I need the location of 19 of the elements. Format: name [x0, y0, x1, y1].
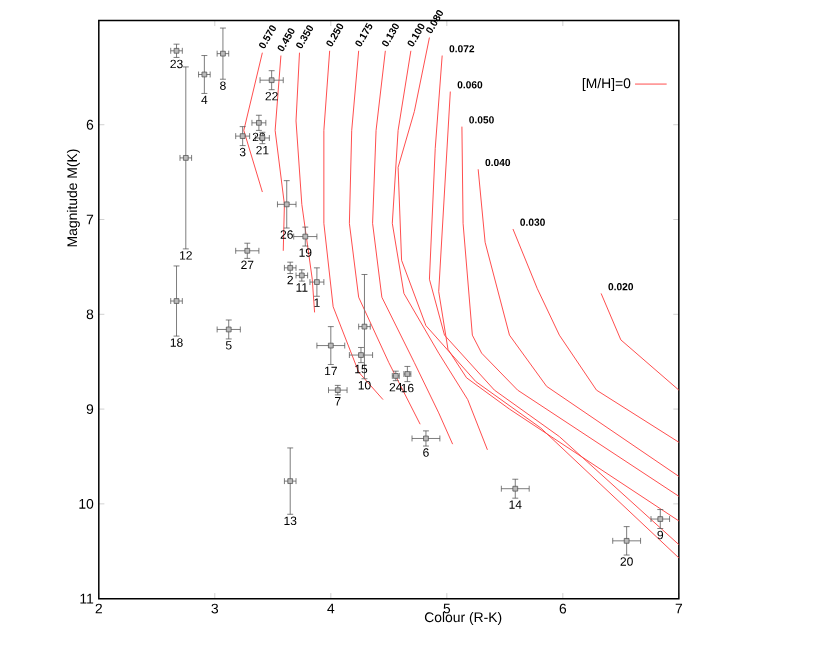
line-series	[512, 228, 680, 443]
line-series	[372, 49, 454, 445]
point	[423, 435, 429, 441]
line-series	[461, 125, 680, 497]
point	[358, 351, 364, 358]
point	[657, 515, 664, 522]
point	[268, 77, 275, 83]
point	[283, 201, 290, 207]
line-series	[323, 49, 384, 400]
point	[328, 342, 334, 348]
point	[244, 247, 251, 254]
point	[623, 537, 630, 544]
point	[302, 233, 309, 239]
line-series	[348, 49, 421, 425]
point	[256, 119, 262, 126]
point	[225, 326, 232, 332]
point	[314, 278, 320, 285]
point	[512, 485, 519, 492]
line-series	[477, 168, 680, 477]
